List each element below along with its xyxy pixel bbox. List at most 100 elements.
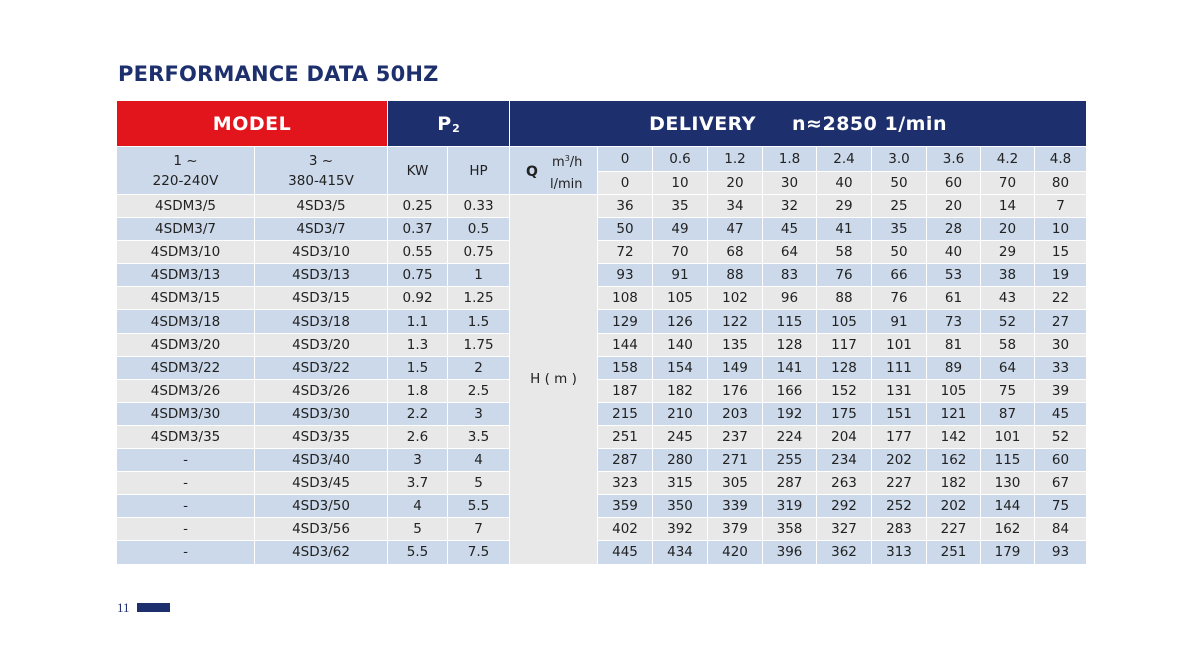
model-single-phase-cell: - bbox=[116, 471, 255, 496]
head-value-cell: 15 bbox=[1034, 240, 1088, 265]
model-single-phase-cell: - bbox=[116, 448, 255, 473]
head-value-cell: 359 bbox=[597, 494, 654, 519]
head-value-cell: 224 bbox=[762, 424, 818, 450]
head-value-cell: 25 bbox=[871, 193, 928, 219]
head-value-cell: 33 bbox=[1034, 355, 1088, 380]
head-value-cell: 101 bbox=[980, 424, 1036, 450]
head-value-cell: 66 bbox=[871, 263, 928, 288]
head-value-cell: 53 bbox=[926, 263, 982, 288]
head-value-cell: 35 bbox=[652, 193, 709, 219]
power-kw-cell: 1.3 bbox=[387, 332, 449, 357]
delivery-header: DELIVERY n≈2850 1/min bbox=[509, 100, 1088, 147]
table-row: -4SD3/62 5.5 7.5 445 434 420 396 362 313 251 179 93 bbox=[116, 540, 1088, 565]
model-single-phase-cell: 4SDM3/10 bbox=[116, 240, 255, 265]
head-value-cell: 192 bbox=[762, 401, 818, 426]
power-hp-cell: 5.5 bbox=[447, 494, 511, 519]
table-row: 4SDM3/13 4SD3/13 0.75 1 93 91 88 83 76 66 53 38 19 bbox=[116, 263, 1088, 288]
model-single-phase-cell: 4SDM3/7 bbox=[116, 217, 255, 242]
head-value-cell: 76 bbox=[871, 286, 928, 311]
head-value-cell: 45 bbox=[1034, 401, 1088, 426]
flow-lmin-cell: 70 bbox=[980, 171, 1036, 195]
head-value-cell: 72 bbox=[597, 240, 654, 265]
head-value-cell: 61 bbox=[926, 286, 982, 311]
model-three-phase-cell: 4SD3/15 bbox=[253, 286, 389, 311]
head-value-cell: 76 bbox=[816, 263, 873, 288]
power-kw-cell: 1.5 bbox=[387, 355, 449, 380]
head-value-cell: 158 bbox=[597, 355, 654, 380]
model-single-phase-cell: - bbox=[116, 517, 255, 542]
head-value-cell: 28 bbox=[926, 217, 982, 242]
model-single-phase-cell: 4SDM3/26 bbox=[116, 378, 255, 403]
head-value-cell: 350 bbox=[652, 494, 709, 519]
head-value-cell: 105 bbox=[926, 378, 982, 403]
head-value-cell: 210 bbox=[652, 401, 709, 426]
head-value-cell: 20 bbox=[926, 193, 982, 219]
head-value-cell: 58 bbox=[816, 240, 873, 265]
flow-m3h-cell: 4.2 bbox=[980, 146, 1036, 172]
head-value-cell: 45 bbox=[762, 217, 818, 242]
power-kw-cell: 0.37 bbox=[387, 217, 449, 242]
head-value-cell: 105 bbox=[816, 309, 873, 334]
head-value-cell: 130 bbox=[980, 471, 1036, 496]
model-three-phase-cell: 4SD3/30 bbox=[253, 401, 389, 426]
flow-m3h-cell: 4.8 bbox=[1034, 146, 1088, 172]
table-row: 4SDM3/5 4SD3/5 0.25 0.33 H ( m ) 36 35 34 32 29 25… bbox=[116, 193, 1088, 565]
head-value-cell: 36 bbox=[597, 193, 654, 219]
head-value-cell: 27 bbox=[1034, 309, 1088, 334]
power-kw-cell: 4 bbox=[387, 494, 449, 519]
head-value-cell: 14 bbox=[980, 193, 1036, 219]
head-value-cell: 323 bbox=[597, 471, 654, 496]
table-row: -4SD3/45 3.7 5 323 315 305 287 263 227 182 130 67 bbox=[116, 471, 1088, 496]
head-value-cell: 280 bbox=[652, 448, 709, 473]
speed-label: n≈2850 1/min bbox=[792, 112, 947, 135]
head-value-cell: 117 bbox=[816, 332, 873, 357]
model-three-phase-cell: 4SD3/22 bbox=[253, 355, 389, 380]
flow-lmin-cell: 40 bbox=[816, 171, 873, 195]
page-marker-bar bbox=[137, 603, 170, 612]
head-value-cell: 202 bbox=[871, 448, 928, 473]
head-value-cell: 22 bbox=[1034, 286, 1088, 311]
model-three-phase-cell: 4SD3/26 bbox=[253, 378, 389, 403]
head-value-cell: 87 bbox=[980, 401, 1036, 426]
hp-header: HP bbox=[447, 146, 511, 195]
model-three-phase-cell: 4SD3/13 bbox=[253, 263, 389, 288]
model-three-phase-cell: 4SD3/5 bbox=[253, 193, 389, 219]
head-value-cell: 38 bbox=[980, 263, 1036, 288]
model-three-phase-cell: 4SD3/7 bbox=[253, 217, 389, 242]
three-phase-header: 3 ~380-415V bbox=[253, 146, 389, 195]
table-row: 4SDM3/30 4SD3/30 2.2 3 215 210 203 192 175 151 121… bbox=[116, 401, 1088, 426]
head-value-cell: 287 bbox=[597, 448, 654, 473]
model-three-phase-cell: 4SD3/50 bbox=[253, 494, 389, 519]
power-hp-cell: 0.75 bbox=[447, 240, 511, 265]
model-single-phase-cell: 4SDM3/5 bbox=[116, 193, 255, 219]
head-value-cell: 129 bbox=[597, 309, 654, 334]
performance-table: MODEL P2 DELIVERY n≈2850 1/min 1 ~220-240… bbox=[115, 100, 1088, 565]
table-row: -4SD3/40 3 4 287 280 271 255 234 202 162 115 60 bbox=[116, 448, 1088, 473]
head-value-cell: 93 bbox=[597, 263, 654, 288]
table-row: -4SD3/50 4 5.5 359 350 339 319 292 252 202 144 75 bbox=[116, 494, 1088, 519]
head-value-cell: 204 bbox=[816, 424, 873, 450]
flow-lmin-cell: 0 bbox=[597, 171, 654, 195]
head-value-cell: 182 bbox=[652, 378, 709, 403]
flow-unit-header: Q m3/h l/min bbox=[509, 146, 599, 195]
flow-lmin-cell: 60 bbox=[926, 171, 982, 195]
head-value-cell: 179 bbox=[980, 540, 1036, 565]
head-value-cell: 215 bbox=[597, 401, 654, 426]
head-value-cell: 227 bbox=[926, 517, 982, 542]
page-title: PERFORMANCE DATA 50HZ bbox=[118, 62, 439, 86]
table-row: 4SDM3/35 4SD3/35 2.6 3.5 251 245 237 224 204 177 1… bbox=[116, 424, 1088, 450]
table-row: 4SDM3/26 4SD3/26 1.8 2.5 187 182 176 166 152 131 1… bbox=[116, 378, 1088, 403]
flow-m3h-cell: 3.0 bbox=[871, 146, 928, 172]
head-value-cell: 319 bbox=[762, 494, 818, 519]
power-hp-cell: 3.5 bbox=[447, 424, 511, 450]
power-kw-cell: 2.6 bbox=[387, 424, 449, 450]
flow-lmin-cell: 80 bbox=[1034, 171, 1088, 195]
model-three-phase-cell: 4SD3/20 bbox=[253, 332, 389, 357]
head-value-cell: 227 bbox=[871, 471, 928, 496]
power-kw-cell: 5.5 bbox=[387, 540, 449, 565]
head-value-cell: 29 bbox=[980, 240, 1036, 265]
head-value-cell: 358 bbox=[762, 517, 818, 542]
head-value-cell: 245 bbox=[652, 424, 709, 450]
performance-rows: 4SDM3/5 4SD3/5 0.25 0.33 H ( m ) 36 35 34 32 29 25… bbox=[116, 193, 1088, 565]
head-value-cell: 152 bbox=[816, 378, 873, 403]
